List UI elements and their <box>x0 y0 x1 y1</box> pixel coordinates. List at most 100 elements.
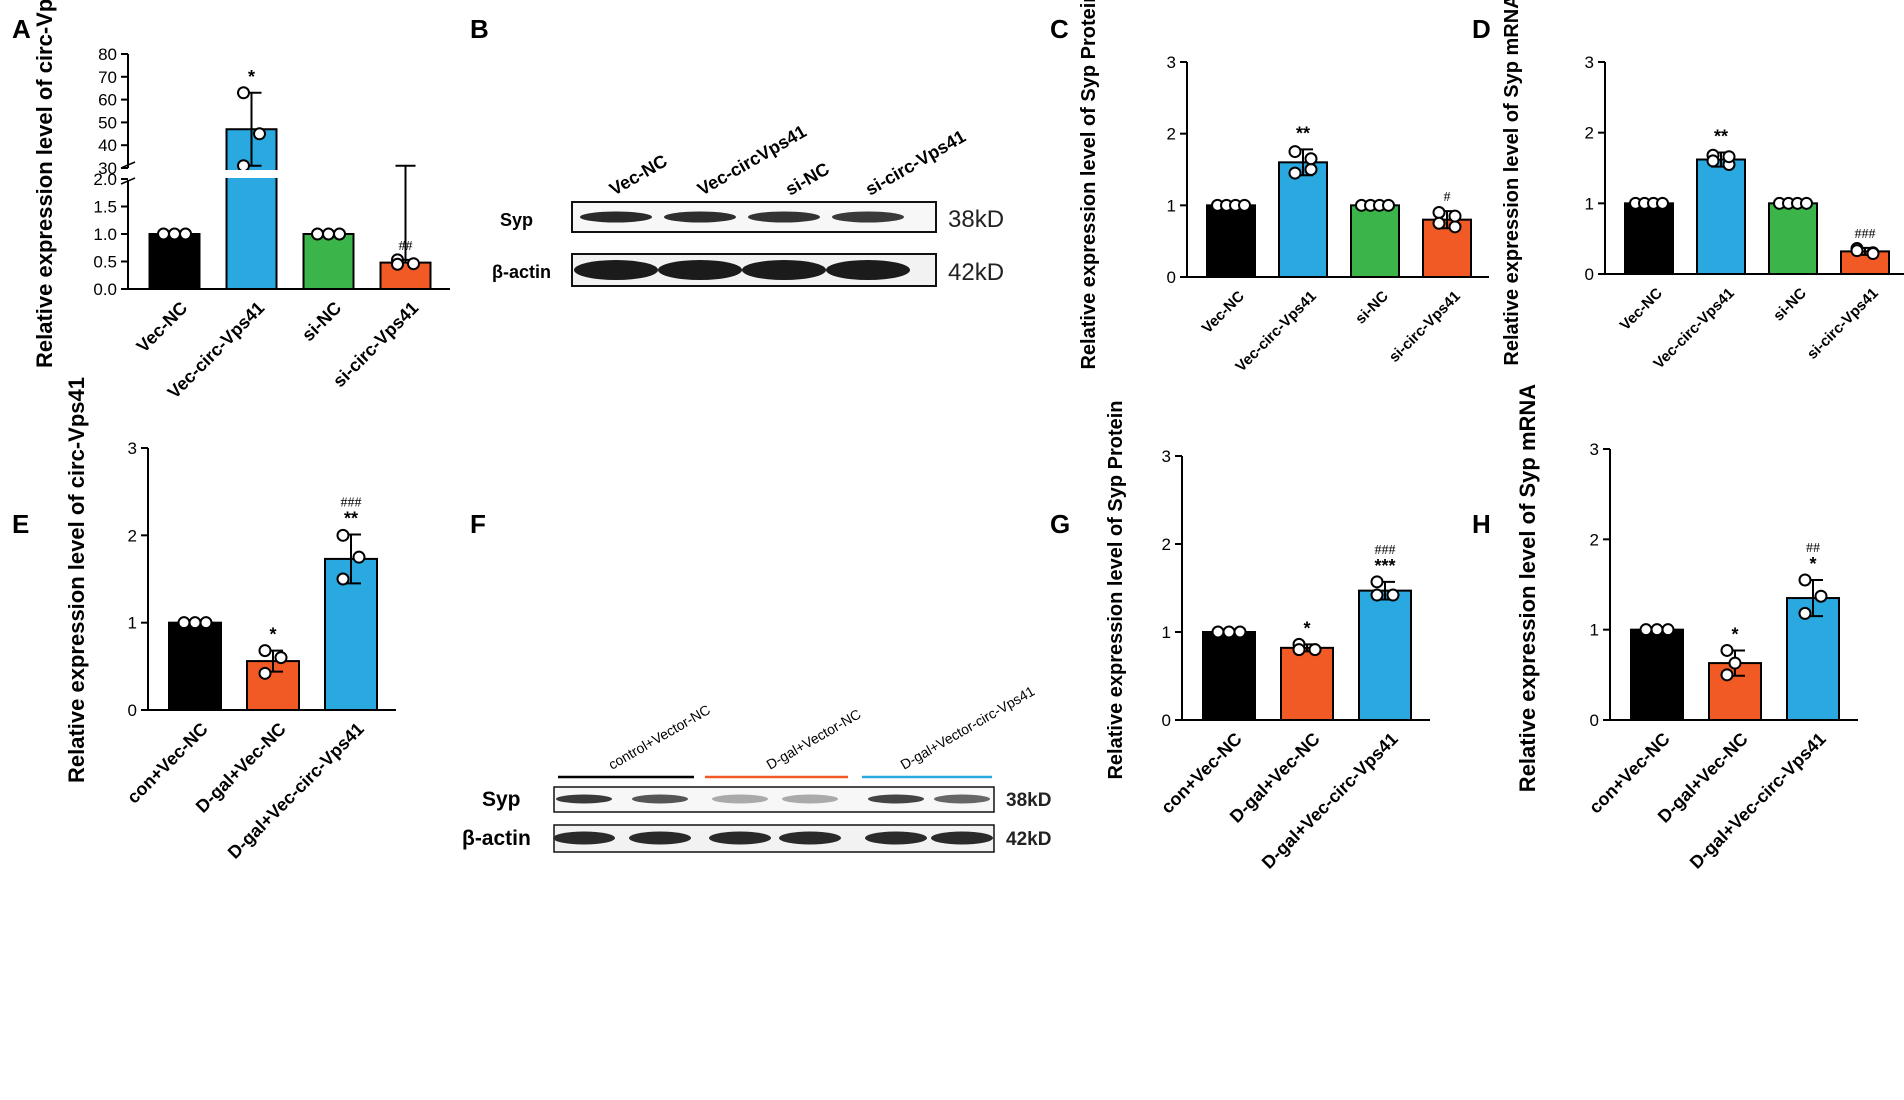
data-point <box>1370 575 1384 589</box>
y-tick-label: 2 <box>1590 530 1599 549</box>
x-tick-label: D-gal+Vec-circ-Vps41 <box>224 719 368 863</box>
blot-b-size-label: 38kD <box>948 206 1004 233</box>
y-tick-label: 40 <box>98 136 117 155</box>
blot-band <box>556 794 612 804</box>
data-point <box>1304 152 1318 166</box>
x-tick-label: si-circ-Vps41 <box>1386 288 1464 366</box>
data-point <box>1850 244 1864 258</box>
bar <box>1280 646 1334 722</box>
bar <box>1630 628 1684 722</box>
bar <box>1624 202 1674 275</box>
data-point <box>1720 643 1734 657</box>
significance-label: ## <box>1806 541 1820 556</box>
x-tick-label: Vec-NC <box>1199 288 1248 337</box>
y-axis-label: Relative expression level of Syp mRNA <box>1515 384 1540 792</box>
blot-f-syp-membrane <box>553 786 995 813</box>
significance-label: ** <box>1296 123 1310 143</box>
y-tick-label: 3 <box>1590 440 1599 459</box>
y-axis-label: Relative expression level of Syp Protein <box>1078 0 1100 370</box>
bar <box>1768 202 1818 275</box>
blot-b-size-label: 42kD <box>948 259 1004 286</box>
x-tick-label: Vec-NC <box>133 298 192 357</box>
blot-band <box>712 794 768 804</box>
x-tick-label: si-NC <box>1352 288 1392 328</box>
y-tick-label: 0 <box>1162 711 1171 730</box>
blot-f-size-label: 42kD <box>1006 829 1051 850</box>
data-point <box>1448 209 1462 223</box>
data-point <box>352 550 366 564</box>
data-point <box>1308 643 1322 657</box>
x-tick-label: D-gal+Vec-circ-Vps41 <box>1686 729 1830 873</box>
data-point <box>1656 196 1669 210</box>
data-point <box>311 227 324 241</box>
data-point <box>1728 656 1742 670</box>
x-tick-label: si-NC <box>298 298 345 345</box>
blot-band <box>865 831 927 845</box>
bar <box>1202 631 1256 721</box>
x-tick-label: con+Vec-NC <box>123 719 212 808</box>
significance-label: ** <box>1714 126 1728 146</box>
significance-label: * <box>1731 624 1738 644</box>
significance-label: * <box>269 625 276 645</box>
blot-band <box>658 260 742 280</box>
blot-band <box>709 831 771 845</box>
y-tick-label: 0.0 <box>93 280 117 299</box>
data-point <box>1432 206 1446 219</box>
panel-label-c: C <box>1050 14 1069 44</box>
data-point <box>1288 145 1302 159</box>
y-tick-label: 1 <box>1167 196 1176 215</box>
x-tick-label: si-circ-Vps41 <box>1804 285 1882 363</box>
y-axis-label: Relative expression level of Syp mRNA <box>1501 0 1523 366</box>
data-point <box>188 616 202 630</box>
chart-d: 0 1 2 3 Relative expression level of Syp mRN… <box>1501 0 1904 372</box>
blot-f-row-label: Syp <box>482 788 521 811</box>
blot-f-size-label: 38kD <box>1006 790 1051 811</box>
significance-label: ### <box>341 495 362 510</box>
data-point <box>1650 623 1664 637</box>
data-point <box>1238 198 1251 212</box>
data-point <box>1222 625 1236 639</box>
y-tick-label: 2 <box>1167 125 1176 144</box>
chart-c: 0 1 2 3 Relative expression level of Syp Pro… <box>1078 0 1489 375</box>
blot-b-lane-label: Vec-NC <box>606 151 671 200</box>
data-point <box>1798 606 1812 620</box>
data-point <box>1706 154 1720 168</box>
y-tick-label: 30 <box>98 159 117 178</box>
blot-band <box>779 831 841 845</box>
y-tick-label: 2 <box>1162 535 1171 554</box>
bar <box>379 261 432 291</box>
blot-f-group-label: control+Vector-NC <box>606 701 713 772</box>
data-point <box>253 127 266 141</box>
y-tick-label: 1 <box>128 614 137 633</box>
significance-label: * <box>1303 618 1310 638</box>
data-point <box>274 651 288 665</box>
chart-a: 0.0 0.5 1.0 1.5 2.030 40 50 60 70 80 Relative expr… <box>32 0 450 402</box>
significance-label: *** <box>1374 556 1395 576</box>
blot-f-row-label: β-actin <box>462 827 531 850</box>
blot-band <box>742 260 826 280</box>
data-point <box>258 666 272 680</box>
data-point <box>237 159 250 173</box>
panel-label-a: A <box>12 14 31 44</box>
significance-label: # <box>1444 190 1451 205</box>
bar <box>246 660 300 711</box>
blot-f-group-label: D-gal+Vector-circ-Vps41 <box>898 683 1038 773</box>
blot-band <box>868 794 924 804</box>
panel-label-d: D <box>1472 14 1491 44</box>
y-tick-label: 3 <box>128 439 137 458</box>
data-point <box>258 644 272 658</box>
chart-g: 0 1 2 3 Relative expression level of Syp Pro… <box>1105 400 1430 873</box>
data-point <box>1233 625 1247 639</box>
blot-band <box>832 211 904 223</box>
data-point <box>1720 668 1734 682</box>
y-tick-label: 1.0 <box>93 225 117 244</box>
axis-break-mark <box>120 177 136 185</box>
data-point <box>322 227 335 241</box>
y-tick-label: 3 <box>1585 53 1594 72</box>
chart-h: 0 1 2 3 Relative expression level of Syp mRN… <box>1515 384 1858 873</box>
y-tick-label: 3 <box>1162 447 1171 466</box>
y-tick-label: 1 <box>1590 621 1599 640</box>
significance-label: ### <box>1855 227 1876 242</box>
panel-label-h: H <box>1472 509 1491 539</box>
